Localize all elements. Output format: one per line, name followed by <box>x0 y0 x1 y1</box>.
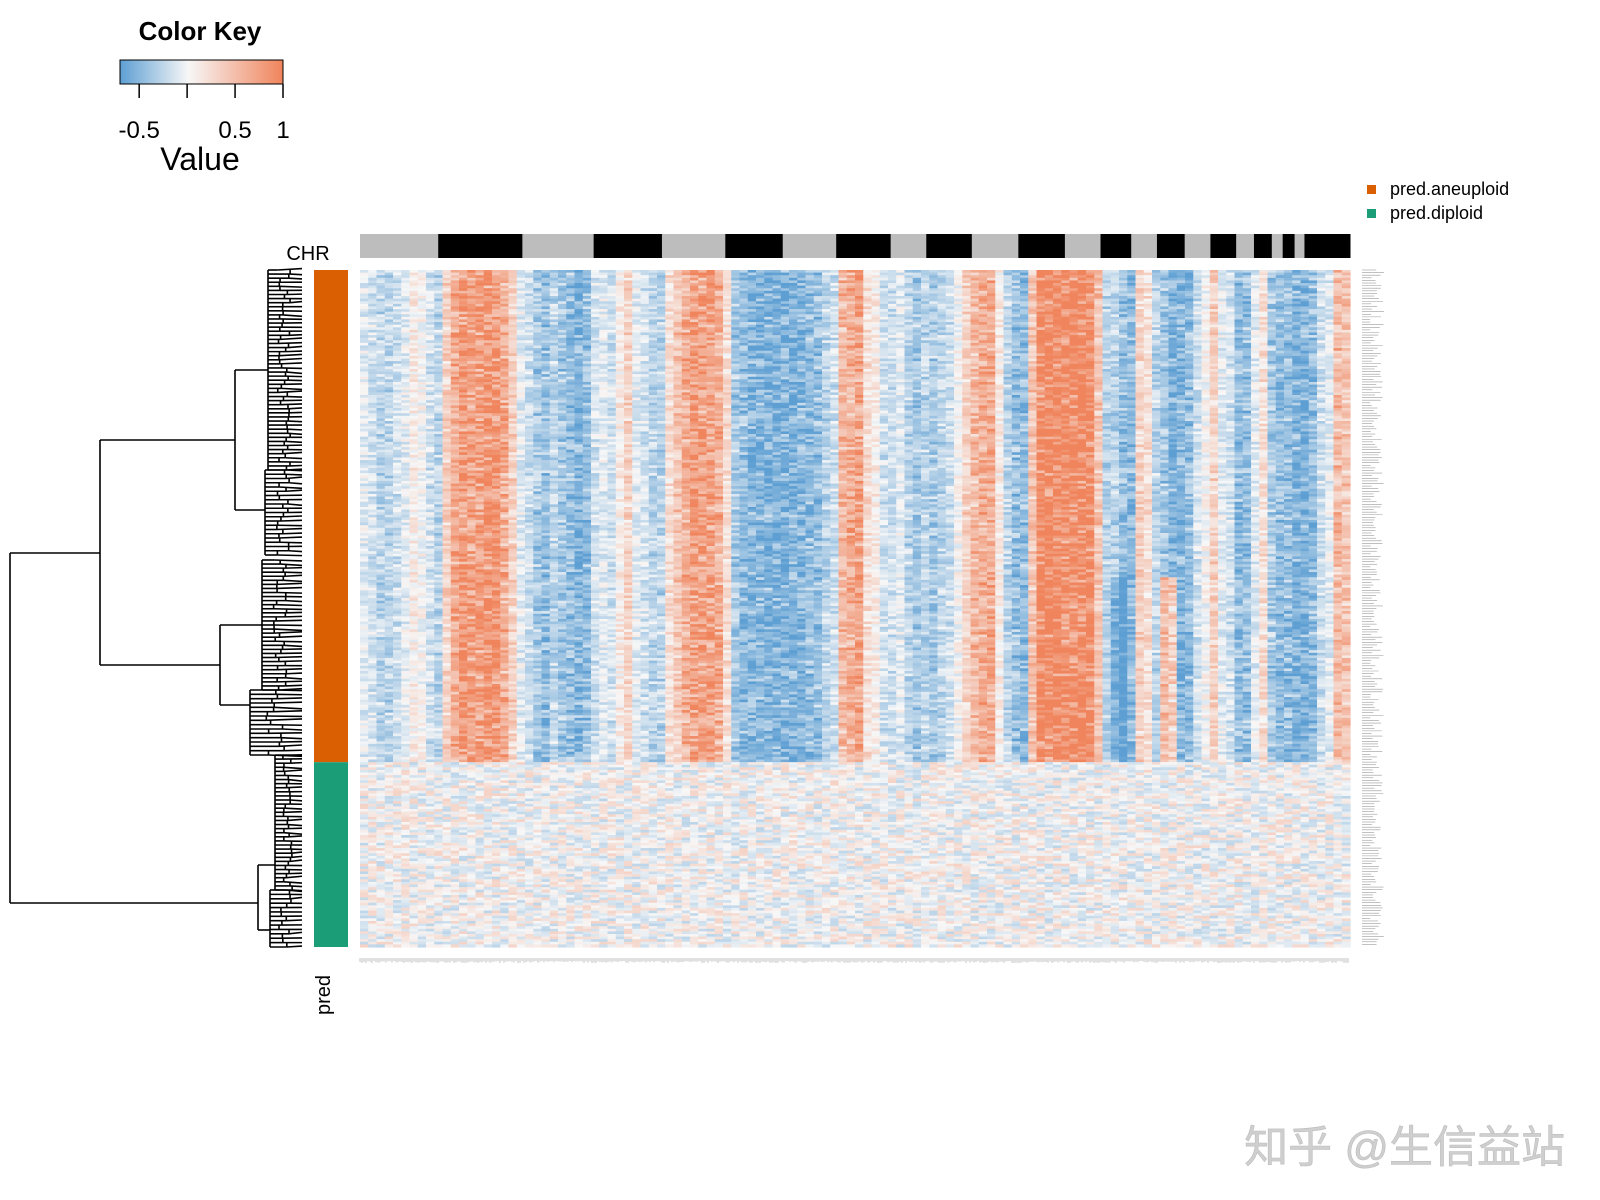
chromosome-segment <box>891 234 927 258</box>
color-key-ticks: -0.5 0.5 1 <box>118 84 289 144</box>
chromosome-segment <box>972 234 1019 258</box>
chromosome-bar <box>360 234 1351 258</box>
chromosome-segment <box>1272 234 1283 258</box>
color-key-xlabel: Value <box>160 141 239 177</box>
chromosome-segment <box>594 234 663 258</box>
heatmap-body <box>360 270 1351 948</box>
chromosome-segment <box>1018 234 1065 258</box>
chromosome-segment <box>836 234 891 258</box>
color-key: Color Key -0.5 0.5 1 Value <box>118 16 289 177</box>
chromosome-segment <box>662 234 726 258</box>
chromosome-segment <box>1304 234 1350 258</box>
chromosome-segment <box>522 234 594 258</box>
chromosome-segment <box>1131 234 1157 258</box>
chromosome-segment <box>1210 234 1236 258</box>
chromosome-segment <box>1157 234 1185 258</box>
color-key-tick-label: 0.5 <box>218 117 251 144</box>
color-key-bar <box>120 60 283 84</box>
color-key-tick-label: 1 <box>276 117 289 144</box>
chromosome-segment <box>360 234 439 258</box>
chromosome-segment <box>1283 234 1295 258</box>
chromosome-segment <box>1295 234 1305 258</box>
chr-label: CHR <box>286 243 329 265</box>
chromosome-segment <box>1065 234 1101 258</box>
chromosome-segment <box>1254 234 1272 258</box>
chromosome-segment <box>725 234 783 258</box>
chromosome-segment <box>1101 234 1132 258</box>
chromosome-segment <box>438 234 523 258</box>
chromosome-segment <box>1236 234 1254 258</box>
chromosome-segment <box>783 234 837 258</box>
color-key-tick-label: -0.5 <box>118 117 159 144</box>
chromosome-segment <box>926 234 972 258</box>
color-key-title: Color Key <box>139 16 262 46</box>
chromosome-segment <box>1185 234 1211 258</box>
